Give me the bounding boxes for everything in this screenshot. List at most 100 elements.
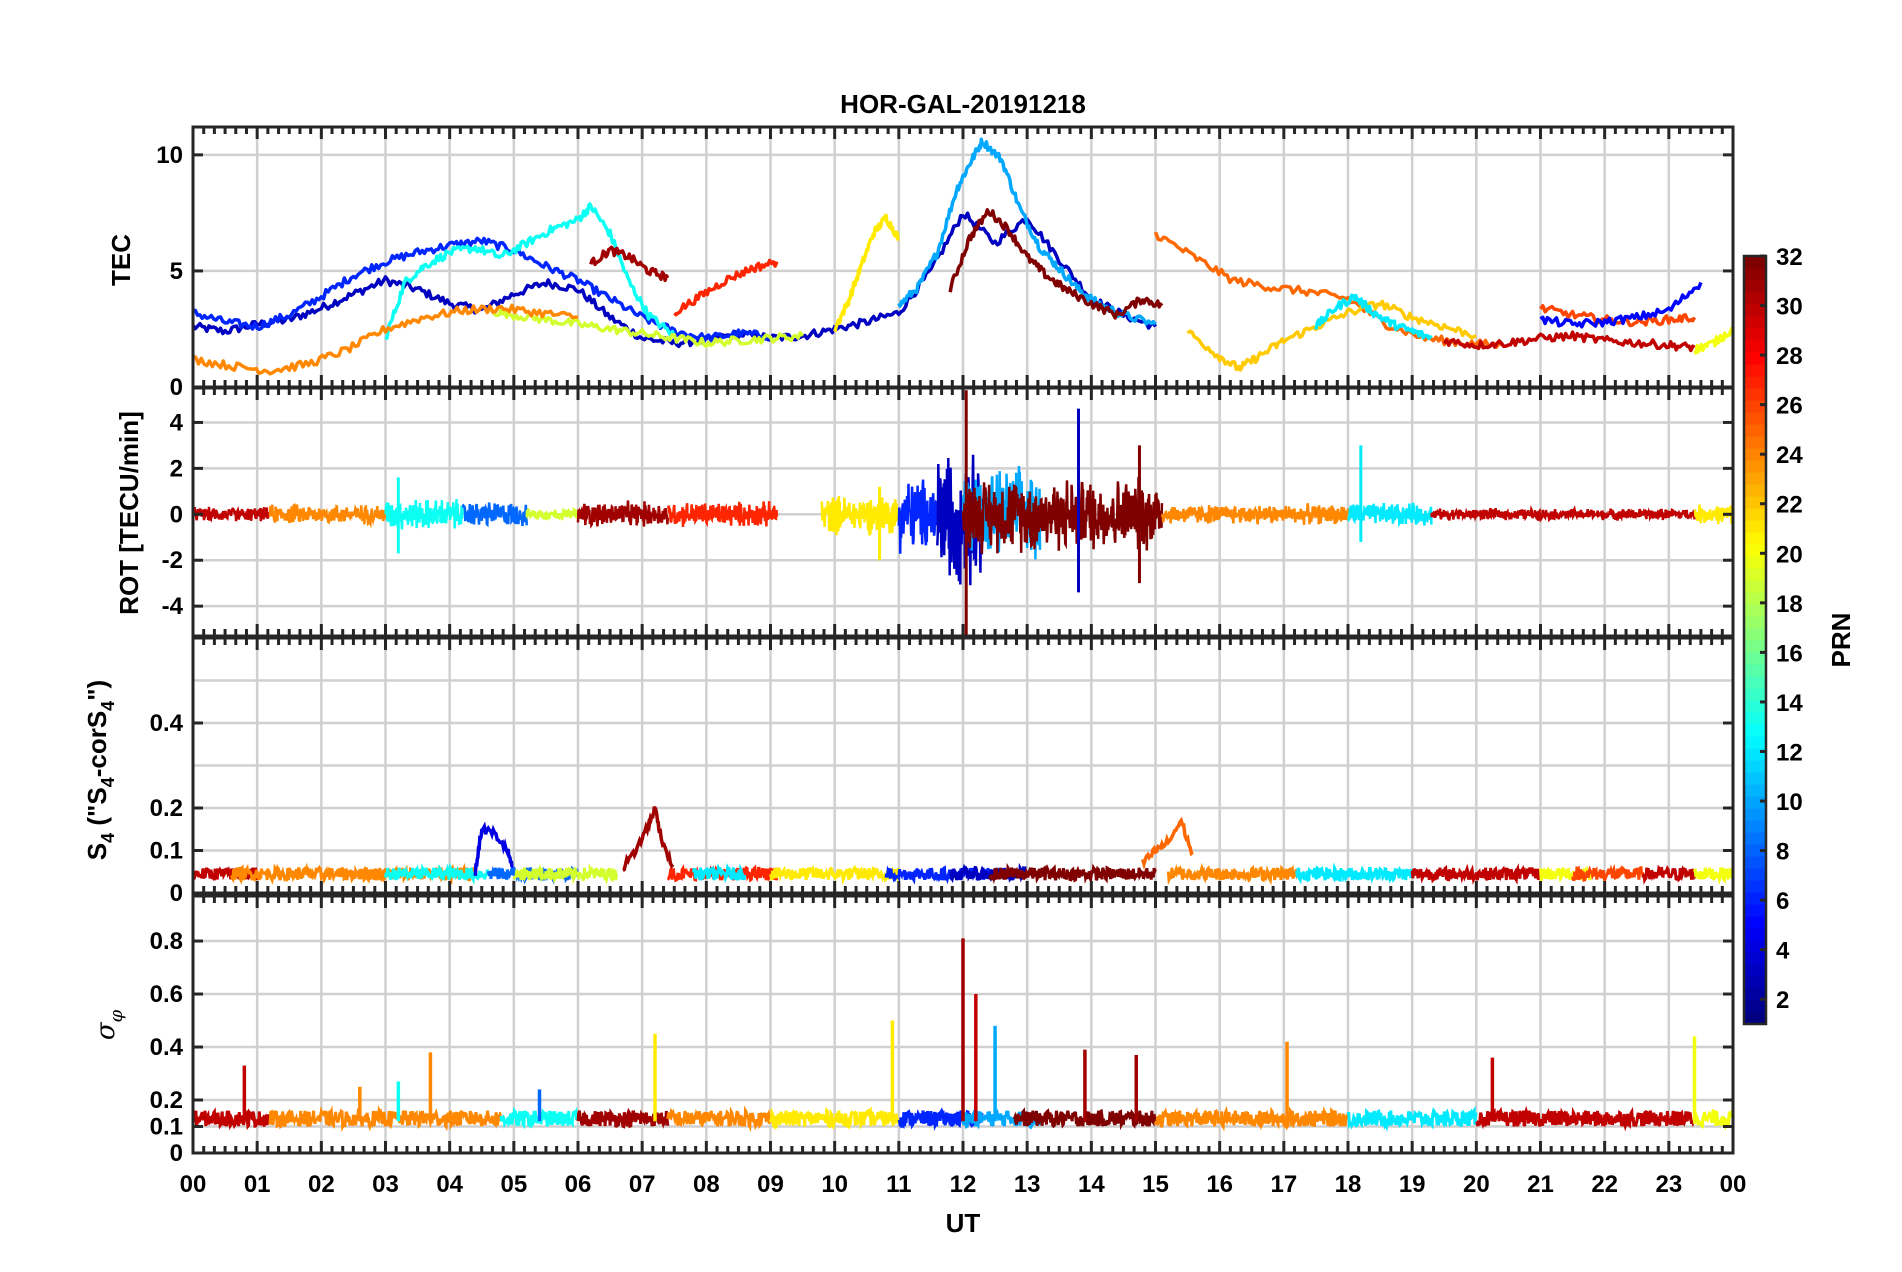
colorbar-swatch xyxy=(1744,436,1766,449)
s4-ytick-label: 0.1 xyxy=(150,838,183,865)
rot-ytick-label: 4 xyxy=(170,409,184,436)
s4-event-prn-25 xyxy=(1141,816,1194,871)
colorbar-swatch xyxy=(1744,304,1766,317)
tec-panel: 0 5 10 xyxy=(156,125,1735,401)
colorbar-swatch xyxy=(1744,448,1766,461)
colorbar-swatch xyxy=(1744,976,1766,989)
s4-line-prn-30 xyxy=(1641,864,1696,885)
colorbar-swatch xyxy=(1744,604,1766,617)
sigma-ytick-label: 0.1 xyxy=(150,1114,183,1141)
colorbar-label: PRN xyxy=(1826,613,1856,668)
tec-line-prn-21 xyxy=(833,213,900,333)
rot-ytick-label: -2 xyxy=(162,547,183,574)
x-tick-label: 20 xyxy=(1463,1171,1490,1198)
colorbar-swatch xyxy=(1744,856,1766,869)
x-tick-label: 22 xyxy=(1591,1171,1618,1198)
sigma-line-prn-30 xyxy=(193,1107,272,1131)
s4-line-prn-30 xyxy=(1410,862,1542,885)
colorbar-swatch xyxy=(1744,484,1766,497)
tec-line-prn-25 xyxy=(1153,231,1504,349)
rot-frame xyxy=(191,386,1735,638)
sigma-ytick-label: 0.6 xyxy=(150,981,183,1008)
tec-line-prn-30 xyxy=(1442,330,1696,353)
colorbar-swatch xyxy=(1744,376,1766,389)
colorbar-tick-label: 2 xyxy=(1776,987,1789,1014)
colorbar-tick-label: 20 xyxy=(1776,541,1803,568)
colorbar-tick-label: 28 xyxy=(1776,343,1803,370)
sigma-line-prn-21 xyxy=(769,1106,901,1131)
sigma-line-prn-30 xyxy=(1475,1105,1696,1132)
colorbar-swatch xyxy=(1744,760,1766,773)
x-tick-label: 09 xyxy=(757,1171,784,1198)
colorbar-swatch xyxy=(1744,496,1766,509)
x-tick-labels: 00 01 02 03 04 05 06 07 08 09 10 11 12 13 14 15 16 17 18 19… xyxy=(180,1171,1747,1198)
colorbar-swatch xyxy=(1744,868,1766,881)
colorbar-swatch xyxy=(1744,916,1766,929)
colorbar-swatch xyxy=(1744,412,1766,425)
s4-line-prn-26 xyxy=(1571,863,1645,884)
tec-line-prn-32 xyxy=(948,208,1164,320)
s4-line-prn-12 xyxy=(692,862,747,884)
colorbar-swatch xyxy=(1744,964,1766,977)
x-tick-label: 18 xyxy=(1335,1171,1362,1198)
tec-ylabel: TEC xyxy=(106,234,136,286)
colorbar-swatch xyxy=(1744,316,1766,329)
colorbar-swatch xyxy=(1744,988,1766,1001)
colorbar-frame xyxy=(1742,254,1768,1026)
x-tick-label: 23 xyxy=(1655,1171,1682,1198)
tec-line-prn-6 xyxy=(193,236,772,344)
rot-line-prn-8 xyxy=(461,502,528,528)
colorbar-swatch xyxy=(1744,676,1766,689)
tec-line-prn-13 xyxy=(384,202,676,340)
s4-line-prn-24 xyxy=(1166,862,1299,886)
s4-line-prn-27 xyxy=(666,863,779,883)
tec-series xyxy=(193,137,1733,376)
tec-ytick-label: 0 xyxy=(170,374,183,401)
colorbar-swatch xyxy=(1744,460,1766,473)
rot-line-prn-27 xyxy=(666,501,779,528)
tec-ytick-label: 5 xyxy=(170,258,183,285)
tec-line-prn-12 xyxy=(1314,293,1433,341)
colorbar-tick-label: 26 xyxy=(1776,393,1803,420)
rot-ylabel: ROT [TECU/min] xyxy=(114,411,144,615)
sigma-line-prn-24 xyxy=(1154,1105,1350,1132)
sigma-series xyxy=(193,938,1733,1133)
rot-line-prn-3 xyxy=(936,454,984,586)
colorbar-swatch xyxy=(1744,844,1766,857)
s4-line-prn-21 xyxy=(769,864,901,886)
s4-line-prn-19 xyxy=(512,863,618,885)
x-tick-label: 05 xyxy=(500,1171,527,1198)
sigma-line-prn-24 xyxy=(268,1104,502,1133)
s4-line-prn-24 xyxy=(230,862,387,885)
sigma-ytick-label: 0 xyxy=(170,1140,183,1167)
rot-line-prn-30 xyxy=(193,505,271,523)
rot-line-prn-31 xyxy=(576,500,670,529)
colorbar-swatch xyxy=(1744,952,1766,965)
s4-event-prn-4 xyxy=(473,821,514,876)
colorbar-swatch xyxy=(1744,796,1766,809)
x-tick-label: 21 xyxy=(1527,1171,1554,1198)
colorbar-tick-label: 10 xyxy=(1776,789,1803,816)
x-tick-label: 14 xyxy=(1078,1171,1105,1198)
colorbar-tick-label: 4 xyxy=(1776,938,1790,965)
colorbar-swatch xyxy=(1744,832,1766,845)
colorbar-swatch xyxy=(1744,508,1766,521)
colorbar-swatch xyxy=(1744,472,1766,485)
s4-ytick-label: 0.2 xyxy=(150,795,183,822)
x-tick-label: 00 xyxy=(180,1171,207,1198)
colorbar-swatch xyxy=(1744,424,1766,437)
colorbar-swatch xyxy=(1744,880,1766,893)
s4-line-prn-32 xyxy=(988,862,1157,885)
x-tick-label: 19 xyxy=(1399,1171,1426,1198)
s4-panel: 0 0.1 0.2 0.4 xyxy=(150,636,1735,907)
rot-line-prn-32 xyxy=(961,476,1164,554)
colorbar-swatch xyxy=(1744,388,1766,401)
colorbar-tick-label: 32 xyxy=(1776,244,1803,271)
colorbar-swatch xyxy=(1744,532,1766,545)
x-axis-label: UT xyxy=(946,1208,981,1238)
x-tick-label: 07 xyxy=(629,1171,656,1198)
colorbar-swatch xyxy=(1744,568,1766,581)
colorbar-swatch xyxy=(1744,364,1766,377)
sigma-ylabel: σφ xyxy=(91,1009,127,1040)
